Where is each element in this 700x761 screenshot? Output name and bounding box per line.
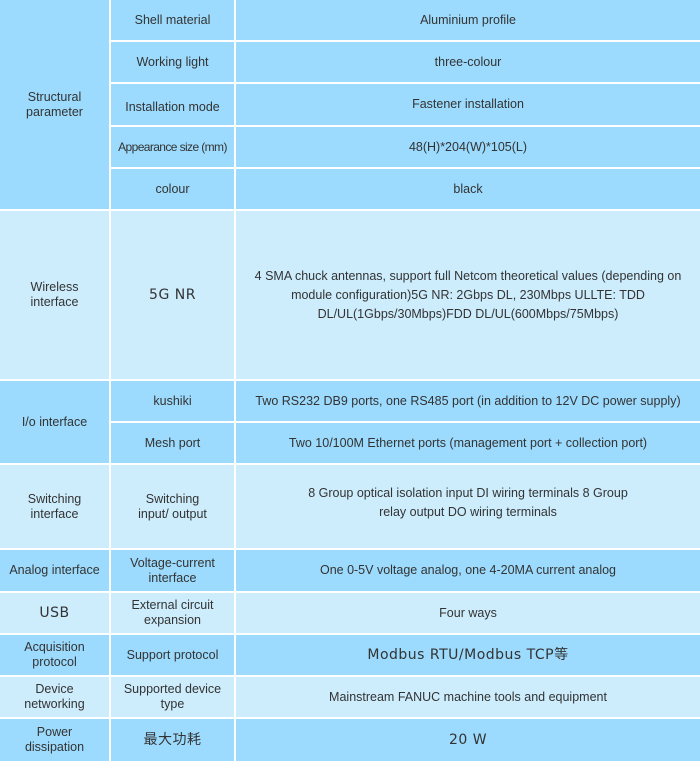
value-kushiki: Two RS232 DB9 ports, one RS485 port (in … bbox=[236, 381, 700, 421]
category-wireless: Wireless interface bbox=[0, 211, 109, 379]
value-installation-mode: Fastener installation bbox=[236, 84, 700, 125]
category-usb: USB bbox=[0, 593, 109, 633]
category-acquisition: Acquisition protocol bbox=[0, 635, 109, 675]
category-device: Device networking bbox=[0, 677, 109, 717]
value-usb: Four ways bbox=[236, 593, 700, 633]
value-mesh-port: Two 10/100M Ethernet ports (management p… bbox=[236, 423, 700, 463]
label-mesh-port: Mesh port bbox=[111, 423, 234, 463]
value-shell-material: Aluminium profile bbox=[236, 0, 700, 40]
label-appearance-size: Appearance size (mm) bbox=[111, 127, 234, 167]
label-device-type: Supported device type bbox=[111, 677, 234, 717]
label-colour: colour bbox=[111, 169, 234, 209]
label-voltage-current: Voltage-current interface bbox=[111, 550, 234, 591]
value-analog: One 0-5V voltage analog, one 4-20MA curr… bbox=[236, 550, 700, 591]
category-power: Power dissipation bbox=[0, 719, 109, 761]
value-device: Mainstream FANUC machine tools and equip… bbox=[236, 677, 700, 717]
value-appearance-size: 48(H)*204(W)*105(L) bbox=[236, 127, 700, 167]
category-structural: Structural parameter bbox=[0, 0, 109, 209]
value-power: 20 W bbox=[236, 719, 700, 761]
label-kushiki: kushiki bbox=[111, 381, 234, 421]
category-io: I/o interface bbox=[0, 381, 109, 463]
label-external-circuit: External circuit expansion bbox=[111, 593, 234, 633]
value-colour: black bbox=[236, 169, 700, 209]
label-shell-material: Shell material bbox=[111, 0, 234, 40]
label-switching-io: Switching input/ output bbox=[111, 465, 234, 548]
label-installation-mode: Installation mode bbox=[111, 84, 234, 125]
value-working-light: three-colour bbox=[236, 42, 700, 82]
category-analog: Analog interface bbox=[0, 550, 109, 591]
label-max-power: 最大功耗 bbox=[111, 719, 234, 761]
label-support-protocol: Support protocol bbox=[111, 635, 234, 675]
value-switching: 8 Group optical isolation input DI wirin… bbox=[236, 465, 700, 548]
value-wireless: 4 SMA chuck antennas, support full Netco… bbox=[236, 211, 700, 379]
label-working-light: Working light bbox=[111, 42, 234, 82]
label-5g-nr: 5G NR bbox=[111, 211, 234, 379]
value-protocol: Modbus RTU/Modbus TCP等 bbox=[236, 635, 700, 675]
category-switching: Switching interface bbox=[0, 465, 109, 548]
